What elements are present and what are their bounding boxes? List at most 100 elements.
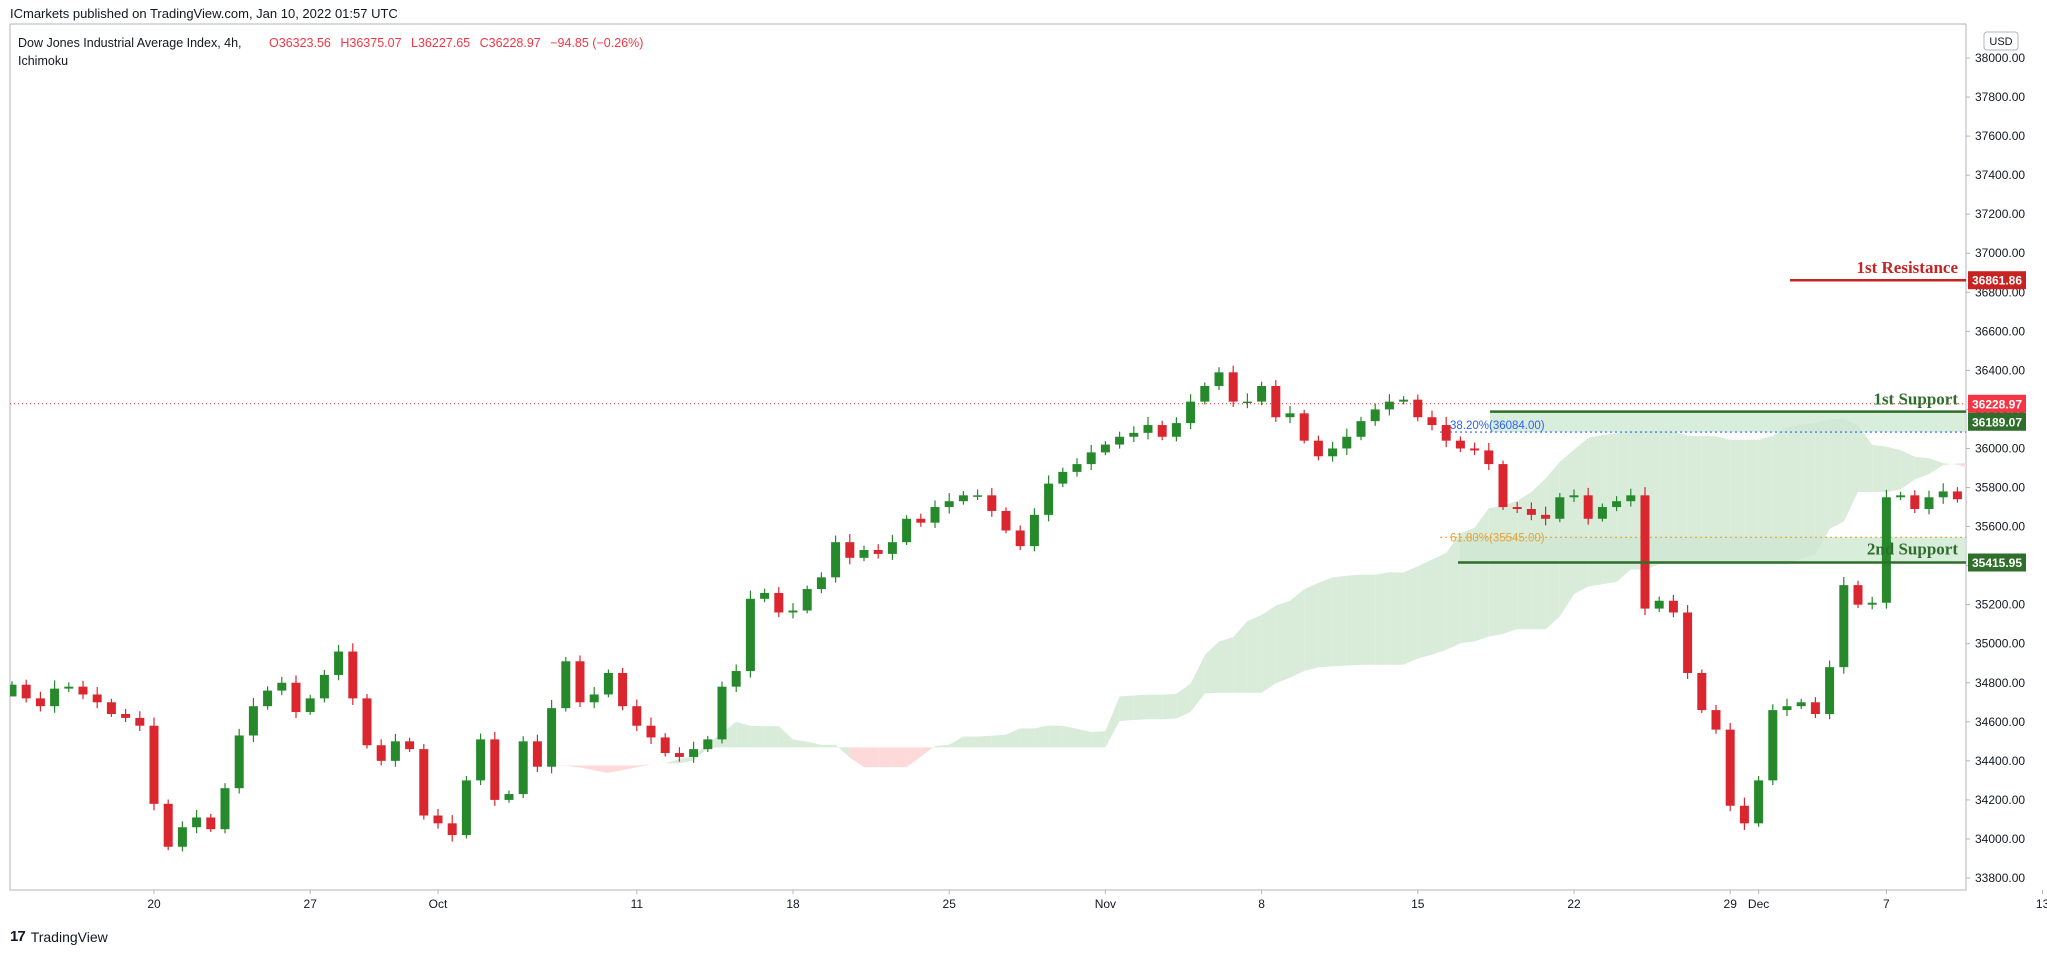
candle-down[interactable] <box>1299 413 1309 441</box>
candle-up[interactable] <box>1129 432 1139 437</box>
candle-up[interactable] <box>603 673 613 695</box>
candle-up[interactable] <box>902 518 912 543</box>
candle-down[interactable] <box>1015 530 1025 547</box>
candle-up[interactable] <box>1796 702 1806 707</box>
candle-up[interactable] <box>1186 401 1196 424</box>
candle-down[interactable] <box>1441 425 1451 441</box>
candle-down[interactable] <box>1484 450 1494 465</box>
candle-down[interactable] <box>1711 710 1721 730</box>
candle-down[interactable] <box>618 673 628 707</box>
candle-down[interactable] <box>1470 448 1480 451</box>
candle-down[interactable] <box>845 542 855 558</box>
candle-up[interactable] <box>589 694 599 703</box>
candle-up[interactable] <box>944 501 954 508</box>
candle-up[interactable] <box>1839 585 1849 668</box>
candle-up[interactable] <box>703 739 713 750</box>
candle-down[interactable] <box>1001 510 1011 531</box>
symbol-title[interactable]: Dow Jones Industrial Average Index, 4h, <box>18 36 242 50</box>
candle-up[interactable] <box>1881 497 1891 603</box>
candle-up[interactable] <box>1356 421 1366 437</box>
candle-up[interactable] <box>1029 514 1039 547</box>
candle-up[interactable] <box>461 780 471 836</box>
candle-down[interactable] <box>1853 585 1863 605</box>
candle-up[interactable] <box>561 661 571 709</box>
candle-up[interactable] <box>518 741 528 795</box>
candle-up[interactable] <box>1754 780 1764 824</box>
candle-up[interactable] <box>263 690 273 707</box>
candle-down[interactable] <box>1640 495 1650 609</box>
candle-up[interactable] <box>234 735 244 789</box>
candle-down[interactable] <box>1697 673 1707 711</box>
candle-down[interactable] <box>873 550 883 554</box>
candle-up[interactable] <box>547 708 557 767</box>
candle-down[interactable] <box>1157 425 1167 437</box>
candle-up[interactable] <box>1555 497 1565 519</box>
candle-down[interactable] <box>362 698 372 746</box>
candle-down[interactable] <box>206 817 216 830</box>
candle-up[interactable] <box>689 749 699 757</box>
candle-down[interactable] <box>575 661 585 703</box>
candle-up[interactable] <box>802 589 812 611</box>
candle-up[interactable] <box>1612 501 1622 508</box>
candle-down[interactable] <box>1952 491 1962 500</box>
candle-up[interactable] <box>1257 386 1267 402</box>
indicator-name[interactable]: Ichimoku <box>18 54 69 68</box>
candle-up[interactable] <box>1086 452 1096 465</box>
candle-up[interactable] <box>1370 409 1380 422</box>
candle-down[interactable] <box>1668 600 1678 613</box>
candle-down[interactable] <box>1739 805 1749 824</box>
candle-down[interactable] <box>21 684 31 699</box>
candle-down[interactable] <box>1313 440 1323 457</box>
candle-down[interactable] <box>92 694 102 703</box>
candle-up[interactable] <box>220 788 230 830</box>
candle-up[interactable] <box>1597 507 1607 519</box>
candle-up[interactable] <box>50 688 60 707</box>
candle-up[interactable] <box>717 686 727 740</box>
candle-up[interactable] <box>319 674 329 699</box>
candle-down[interactable] <box>1526 509 1536 515</box>
candle-up[interactable] <box>1214 372 1224 386</box>
candle-up[interactable] <box>192 817 202 828</box>
candle-down[interactable] <box>78 686 88 695</box>
candle-up[interactable] <box>1328 448 1338 457</box>
candle-up[interactable] <box>731 671 741 687</box>
candle-down[interactable] <box>1512 507 1522 509</box>
candle-down[interactable] <box>632 706 642 726</box>
candle-down[interactable] <box>419 749 429 816</box>
candle-down[interactable] <box>291 682 301 713</box>
candle-down[interactable] <box>1683 612 1693 673</box>
candle-up[interactable] <box>1825 667 1835 714</box>
candle-up[interactable] <box>1384 401 1394 410</box>
candle-up[interactable] <box>1171 423 1181 437</box>
candle-up[interactable] <box>8 684 17 697</box>
candle-down[interactable] <box>987 495 997 511</box>
candle-up[interactable] <box>1569 495 1579 498</box>
candle-up[interactable] <box>277 682 287 691</box>
candle-up[interactable] <box>1896 495 1906 498</box>
candle-down[interactable] <box>674 753 684 757</box>
candle-down[interactable] <box>405 741 415 750</box>
candle-up[interactable] <box>1100 444 1110 453</box>
candle-up[interactable] <box>1626 495 1636 502</box>
candle-up[interactable] <box>816 577 826 590</box>
candle-up[interactable] <box>177 827 187 847</box>
candle-up[interactable] <box>1044 483 1054 515</box>
candle-up[interactable] <box>504 794 514 800</box>
candle-up[interactable] <box>1768 710 1778 781</box>
candle-up[interactable] <box>973 495 983 497</box>
candle-up[interactable] <box>887 542 897 554</box>
candle-down[interactable] <box>163 803 173 847</box>
candle-down[interactable] <box>447 823 457 836</box>
candle-up[interactable] <box>1967 497 1976 499</box>
candle-up[interactable] <box>958 495 968 502</box>
candle-down[interactable] <box>376 745 386 761</box>
candle-up[interactable] <box>859 550 869 558</box>
candle-up[interactable] <box>745 598 755 672</box>
candle-up[interactable] <box>476 739 486 781</box>
candle-down[interactable] <box>121 714 131 718</box>
candle-down[interactable] <box>646 725 656 738</box>
candle-down[interactable] <box>490 739 500 800</box>
candle-down[interactable] <box>1541 514 1551 519</box>
candle-up[interactable] <box>1058 471 1068 484</box>
candle-up[interactable] <box>1342 436 1352 449</box>
